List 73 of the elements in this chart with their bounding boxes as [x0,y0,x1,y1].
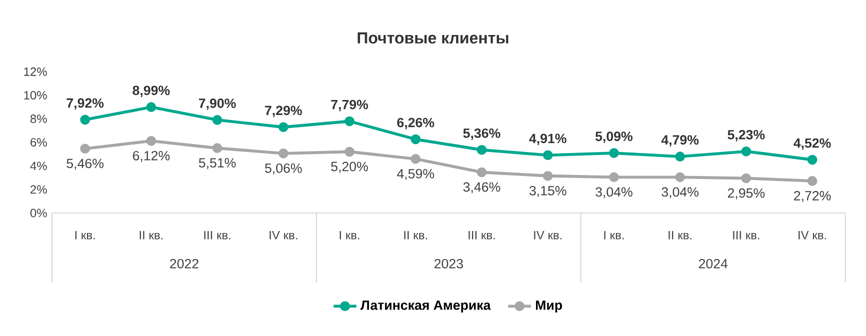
point [807,176,818,186]
data-label: 4,59% [397,168,434,180]
point [146,102,156,112]
data-label: 6,12% [132,150,170,162]
data-label: 3,46% [463,182,500,194]
data-label: 6,26% [397,118,434,130]
data-label: 4,52% [794,138,831,150]
data-label: 2,95% [728,188,765,200]
point [807,154,818,165]
data-label: 3,15% [529,186,566,197]
x-tick-label: III кв. [204,231,230,240]
text: 2024 [698,258,728,268]
data-label: 4,91% [529,134,566,146]
point [410,154,421,164]
point [741,173,752,184]
y-tick-label: 0% [30,208,47,218]
data-label: 5,06% [265,163,302,174]
x-tick-label: II кв. [404,231,427,240]
point [344,116,354,126]
x-tick-label: II кв. [668,231,692,240]
chart-title: Почтовые клиенты [358,32,508,44]
x-tick-label: IV кв. [798,231,826,240]
data-label: 5,51% [198,158,236,170]
point [476,167,487,178]
y-tick-label: 10% [24,90,47,100]
y-tick-label: 6% [30,138,47,147]
x-tick-label: III кв. [468,231,495,240]
y-tick-label: 12% [24,67,47,76]
point [278,122,288,132]
point [741,146,752,156]
point [410,134,421,144]
point [609,148,619,158]
x-tick-label: I кв. [604,231,624,240]
data-label: 5,23% [728,130,765,142]
data-label: 7,92% [66,98,104,110]
point [80,144,90,154]
x-tick-label: III кв. [733,231,760,240]
text: 2023 [434,258,463,268]
point [344,146,354,157]
point [212,143,222,154]
data-label: 7,79% [331,100,368,112]
y-tick-label: 4% [30,162,47,170]
data-label: 3,04% [662,187,699,198]
point [278,148,288,158]
x-tick-label: I кв. [75,231,95,240]
legend-label: Мир [536,300,562,313]
point [542,150,553,160]
point [542,170,553,181]
x-tick-label: II кв. [140,231,163,240]
text: 2022 [170,258,198,268]
x-tick-label: IV кв. [270,231,298,240]
point [675,172,685,182]
point [609,172,619,182]
data-label: 7,29% [265,106,302,118]
data-label: 7,90% [198,98,236,110]
x-tick-label: IV кв. [534,231,562,240]
x-tick-label: I кв. [340,231,360,240]
y-tick-label: 2% [30,185,47,194]
legend-label: Латинская Америка [360,300,491,313]
data-label: 4,79% [661,135,699,147]
point [476,144,487,155]
point [80,114,90,125]
data-label: 3,04% [596,187,632,198]
data-label: 2,72% [794,191,831,202]
point [146,136,156,146]
y-tick-label: 8% [30,114,47,124]
data-label: 5,36% [463,128,500,140]
data-label: 5,46% [66,158,104,170]
point [212,115,222,125]
data-label: 8,99% [132,86,170,98]
data-label: 5,20% [331,162,368,173]
data-label: 5,09% [595,132,632,144]
point [675,152,685,162]
